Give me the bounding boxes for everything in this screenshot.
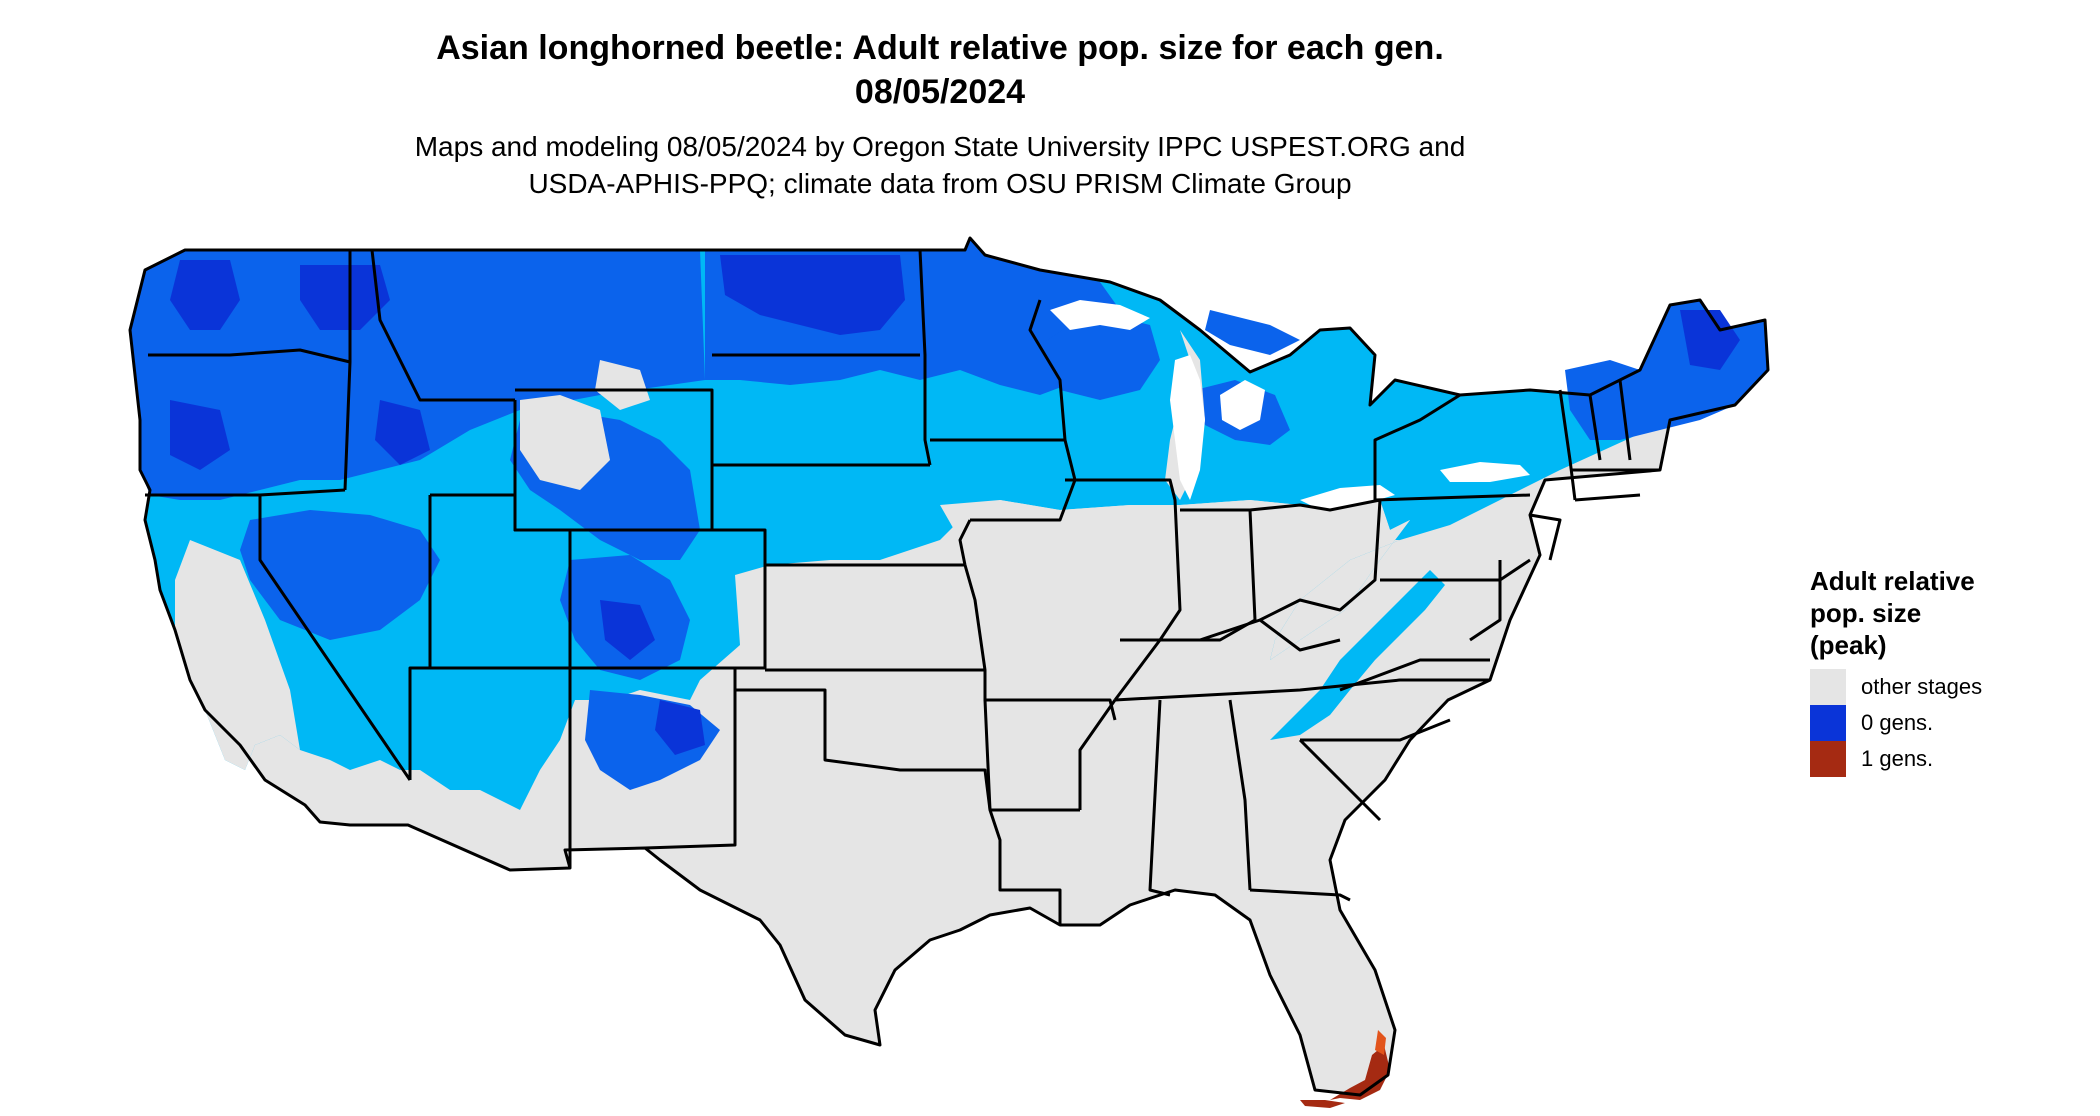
map-subtitle: Maps and modeling 08/05/2024 by Oregon S… (0, 128, 1880, 202)
legend-title-line3: (peak) (1810, 630, 1887, 660)
state-borders (128, 236, 1770, 1097)
one-gen-florida-coast (1375, 1030, 1386, 1055)
legend: Adult relative pop. size (peak) other st… (1810, 565, 2090, 777)
one-gen-florida-keys (1300, 1100, 1345, 1108)
legend-swatch (1810, 669, 1846, 705)
legend-title-line1: Adult relative (1810, 566, 1975, 596)
legend-label: other stages (1861, 674, 1983, 699)
legend-title-line2: pop. size (1810, 598, 1922, 628)
zero-gen-mid-patches (130, 238, 1768, 790)
legend-item-other-stages: other stages (1810, 669, 2090, 705)
legend-label: 0 gens. (1861, 710, 1934, 735)
legend-item-zero-gens: 0 gens. (1810, 705, 2090, 741)
legend-item-one-gens: 1 gens. (1810, 741, 2090, 777)
map-subtitle-line2: USDA-APHIS-PPQ; climate data from OSU PR… (528, 168, 1352, 199)
legend-title: Adult relative pop. size (peak) (1810, 565, 2090, 661)
map-title-line1: Asian longhorned beetle: Adult relative … (436, 29, 1444, 67)
one-gen-south-florida (1330, 1045, 1390, 1100)
map-title-date: 08/05/2024 (854, 73, 1026, 111)
map-subtitle-line1: Maps and modeling 08/05/2024 by Oregon S… (414, 131, 1466, 162)
legend-swatch (1810, 741, 1846, 777)
zero-gen-dark-patches (170, 255, 1740, 755)
great-lakes (1050, 300, 1530, 510)
legend-swatch (1810, 705, 1846, 741)
map-title: Asian longhorned beetle: Adult relative … (0, 26, 1880, 114)
zero-gen-appalachian (1270, 570, 1445, 740)
legend-label: 1 gens. (1861, 746, 1934, 771)
